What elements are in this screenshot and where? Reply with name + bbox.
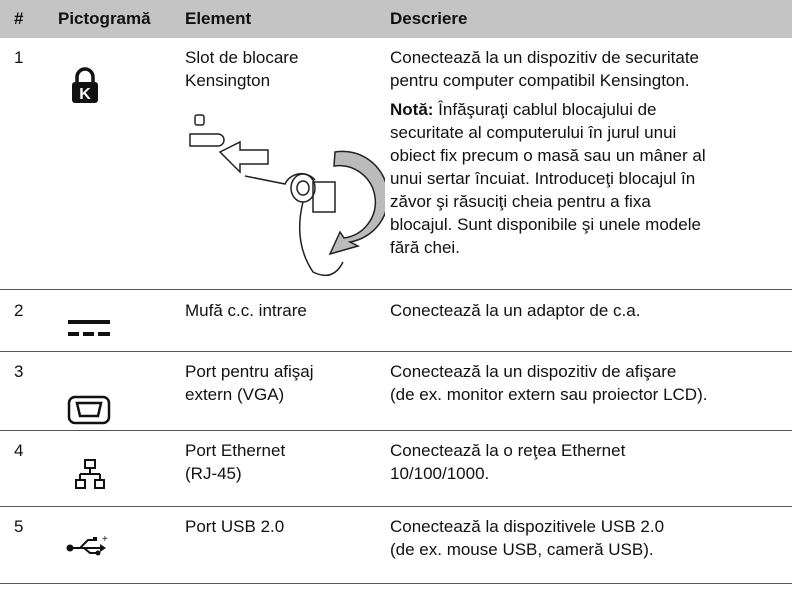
header-row: # Pictogramă Element Descriere bbox=[0, 0, 792, 38]
note-line: fără chei. bbox=[390, 238, 460, 257]
element-name: extern (VGA) bbox=[185, 385, 285, 404]
row bbox=[0, 290, 792, 352]
description: Conectează la o reţea Ethernet bbox=[390, 441, 626, 460]
header-cell: Element bbox=[185, 9, 252, 28]
description: Conectează la un dispozitiv de afişare bbox=[390, 362, 677, 381]
svg-text:K: K bbox=[79, 86, 91, 103]
description: Conectează la dispozitivele USB 2.0 bbox=[390, 517, 665, 536]
row-number: 3 bbox=[14, 362, 24, 381]
note-line: securitate al computerului în jurul unui bbox=[390, 123, 677, 142]
element-name: Mufă c.c. intrare bbox=[185, 301, 307, 320]
row-number: 4 bbox=[14, 441, 24, 460]
usb-icon: + bbox=[66, 534, 108, 556]
note-line: zăvor şi răsuciţi cheia pentru a fixa bbox=[390, 192, 651, 211]
row-number: 5 bbox=[14, 517, 24, 536]
description: (de ex. monitor extern sau proiector LCD… bbox=[390, 385, 708, 404]
row-number: 1 bbox=[14, 48, 24, 67]
dc-in-icon bbox=[68, 320, 110, 336]
description: pentru computer compatibil Kensington. bbox=[390, 71, 690, 90]
element-name: Port pentru afişaj bbox=[185, 362, 314, 381]
header-cell: Descriere bbox=[390, 9, 468, 28]
note-label: Notă: bbox=[390, 100, 434, 119]
element-name: Port Ethernet bbox=[185, 441, 286, 460]
description: 10/100/1000. bbox=[390, 464, 490, 483]
element-name: Kensington bbox=[185, 71, 271, 90]
lock-icon: K bbox=[72, 67, 98, 103]
description: (de ex. mouse USB, cameră USB). bbox=[390, 540, 654, 559]
row-number: 2 bbox=[14, 301, 24, 320]
element-name: Slot de blocare bbox=[185, 48, 299, 67]
note-line: blocajul. Sunt disponibile şi unele mode… bbox=[390, 215, 701, 234]
note-line: unui sertar încuiat. Introduceţi blocaju… bbox=[390, 169, 696, 188]
element-name: Port USB 2.0 bbox=[185, 517, 285, 536]
header-cell: Pictogramă bbox=[58, 9, 151, 28]
vga-icon bbox=[67, 395, 111, 425]
element-name: (RJ-45) bbox=[185, 464, 242, 483]
row bbox=[0, 352, 792, 431]
kensington-illustration bbox=[189, 114, 385, 277]
note-line: Notă: Înfăşuraţi cablul blocajului de bbox=[390, 98, 656, 121]
ethernet-icon bbox=[75, 459, 105, 489]
note-text: Înfăşuraţi cablul blocajului de bbox=[433, 100, 657, 119]
description: Conectează la un dispozitiv de securitat… bbox=[390, 48, 700, 67]
description: Conectează la un adaptor de c.a. bbox=[390, 301, 641, 320]
note-line: obiect fix precum o masă sau un mâner al bbox=[390, 146, 706, 165]
row bbox=[0, 431, 792, 507]
row bbox=[0, 38, 792, 290]
row bbox=[0, 507, 792, 584]
header-cell: # bbox=[14, 9, 24, 28]
svg-text:+: + bbox=[102, 534, 108, 545]
